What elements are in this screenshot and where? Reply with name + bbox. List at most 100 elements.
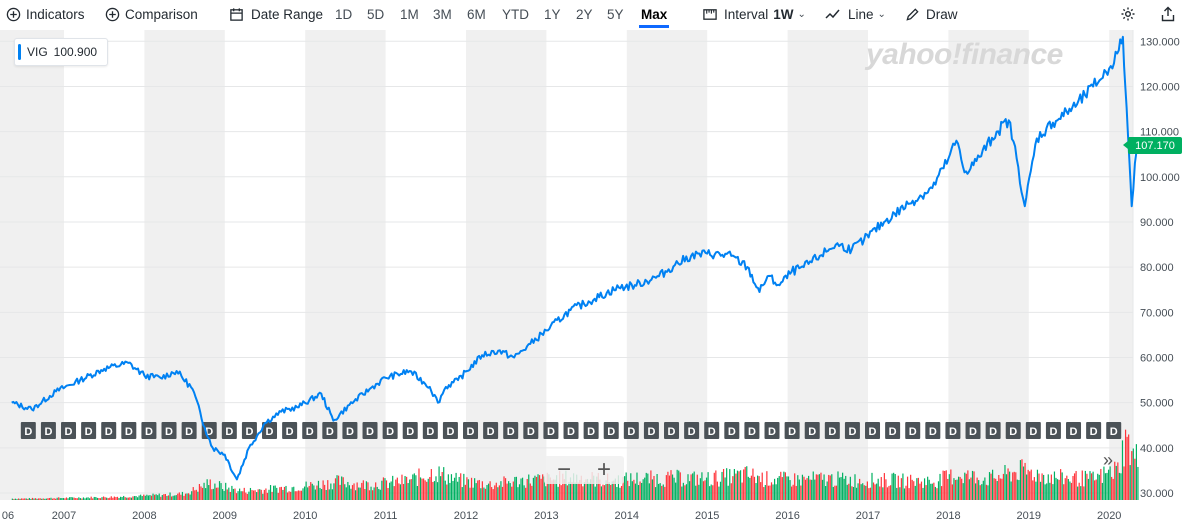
- range-5y[interactable]: 5Y: [607, 6, 624, 22]
- dividend-marker[interactable]: D: [81, 422, 97, 439]
- volume-bar: [880, 477, 882, 500]
- dividend-marker[interactable]: D: [905, 422, 921, 439]
- range-5d[interactable]: 5D: [367, 6, 385, 22]
- volume-bar: [371, 490, 374, 500]
- zoom-in-button[interactable]: +: [596, 456, 611, 483]
- dividend-marker[interactable]: D: [1066, 422, 1082, 439]
- dividend-marker[interactable]: D: [563, 422, 579, 439]
- dividend-marker[interactable]: D: [603, 422, 619, 439]
- series-legend[interactable]: VIG 100.900: [14, 38, 109, 66]
- volume-bar: [215, 487, 218, 500]
- dividend-marker[interactable]: D: [40, 422, 56, 439]
- range-2y[interactable]: 2Y: [576, 6, 593, 22]
- dividend-marker[interactable]: D: [101, 422, 117, 439]
- dividend-marker[interactable]: D: [583, 422, 599, 439]
- dividend-marker[interactable]: D: [543, 422, 559, 439]
- dividend-marker[interactable]: D: [764, 422, 780, 439]
- dividend-marker[interactable]: D: [121, 422, 137, 439]
- volume-bar: [152, 493, 154, 500]
- volume-bar: [670, 470, 672, 500]
- dividend-marker-label: D: [266, 426, 274, 438]
- dividend-marker-label: D: [1029, 426, 1037, 438]
- range-1d[interactable]: 1D: [335, 6, 353, 22]
- dividend-marker[interactable]: D: [523, 422, 539, 439]
- dividend-marker[interactable]: D: [402, 422, 418, 439]
- range-6m[interactable]: 6M: [467, 6, 486, 22]
- volume-bar: [1078, 482, 1080, 500]
- volume-bar: [450, 474, 453, 500]
- dividend-marker[interactable]: D: [262, 422, 278, 439]
- dividend-marker[interactable]: D: [1005, 422, 1021, 439]
- volume-bar: [226, 489, 228, 500]
- range-1y[interactable]: 1Y: [544, 6, 561, 22]
- dividend-marker[interactable]: D: [784, 422, 800, 439]
- volume-bar: [277, 492, 279, 500]
- dividend-marker[interactable]: D: [985, 422, 1001, 439]
- dividend-marker[interactable]: D: [804, 422, 820, 439]
- dividend-marker[interactable]: D: [844, 422, 860, 439]
- dividend-marker[interactable]: D: [1106, 422, 1122, 439]
- dividend-marker[interactable]: D: [161, 422, 177, 439]
- zoom-out-button[interactable]: −: [556, 456, 571, 483]
- dividend-marker[interactable]: D: [422, 422, 438, 439]
- dividend-marker[interactable]: D: [342, 422, 358, 439]
- dividend-marker[interactable]: D: [241, 422, 257, 439]
- volume-bar: [840, 477, 842, 500]
- dividend-marker[interactable]: D: [865, 422, 881, 439]
- draw-button[interactable]: Draw: [905, 0, 958, 28]
- dividend-marker[interactable]: D: [1045, 422, 1061, 439]
- volume-bar: [773, 478, 776, 500]
- volume-bar: [928, 479, 930, 500]
- dividend-marker[interactable]: D: [744, 422, 760, 439]
- range-3m[interactable]: 3M: [433, 6, 452, 22]
- dividend-marker[interactable]: D: [925, 422, 941, 439]
- volume-bar: [636, 472, 638, 500]
- date-range-button[interactable]: Date Range: [229, 0, 323, 28]
- dividend-marker[interactable]: D: [503, 422, 519, 439]
- volume-bar: [118, 498, 120, 500]
- dividend-marker[interactable]: D: [1025, 422, 1041, 439]
- range-max[interactable]: Max: [638, 0, 670, 28]
- dividend-marker[interactable]: D: [302, 422, 318, 439]
- interval-dropdown[interactable]: Interval 1W ⌄: [702, 0, 806, 28]
- range-1m[interactable]: 1M: [400, 6, 419, 22]
- dividend-marker[interactable]: D: [824, 422, 840, 439]
- dividend-marker[interactable]: D: [1086, 422, 1102, 439]
- dividend-marker[interactable]: D: [643, 422, 659, 439]
- dividend-marker[interactable]: D: [61, 422, 77, 439]
- indicators-button[interactable]: Indicators: [6, 0, 85, 28]
- volume-bar: [535, 476, 538, 500]
- chart-type-dropdown[interactable]: Line ⌄: [825, 0, 886, 28]
- dividend-marker[interactable]: D: [221, 422, 237, 439]
- comparison-button[interactable]: Comparison: [105, 0, 198, 28]
- dividend-marker[interactable]: D: [201, 422, 217, 439]
- dividend-marker[interactable]: D: [945, 422, 961, 439]
- settings-button[interactable]: [1120, 0, 1136, 28]
- scroll-to-end-button[interactable]: »: [1102, 449, 1113, 470]
- dividend-marker[interactable]: D: [483, 422, 499, 439]
- dividend-marker[interactable]: D: [141, 422, 157, 439]
- volume-bar: [515, 476, 517, 500]
- dividend-marker[interactable]: D: [20, 422, 36, 439]
- dividend-marker[interactable]: D: [684, 422, 700, 439]
- dividend-marker[interactable]: D: [623, 422, 639, 439]
- share-button[interactable]: [1161, 0, 1175, 28]
- dividend-marker[interactable]: D: [704, 422, 720, 439]
- dividend-marker[interactable]: D: [965, 422, 981, 439]
- dividend-marker[interactable]: D: [724, 422, 740, 439]
- dividend-marker[interactable]: D: [442, 422, 458, 439]
- dividend-marker[interactable]: D: [282, 422, 298, 439]
- dividend-marker[interactable]: D: [181, 422, 197, 439]
- volume-bar: [1067, 479, 1069, 500]
- dividend-marker[interactable]: D: [885, 422, 901, 439]
- y-tick-label: 70.000: [1140, 307, 1174, 319]
- dividend-marker[interactable]: D: [362, 422, 378, 439]
- dividend-marker[interactable]: D: [322, 422, 338, 439]
- dividend-marker[interactable]: D: [382, 422, 398, 439]
- range-ytd[interactable]: YTD: [502, 6, 529, 22]
- volume-bar: [950, 469, 952, 500]
- dividend-marker[interactable]: D: [664, 422, 680, 439]
- dividend-marker[interactable]: D: [463, 422, 479, 439]
